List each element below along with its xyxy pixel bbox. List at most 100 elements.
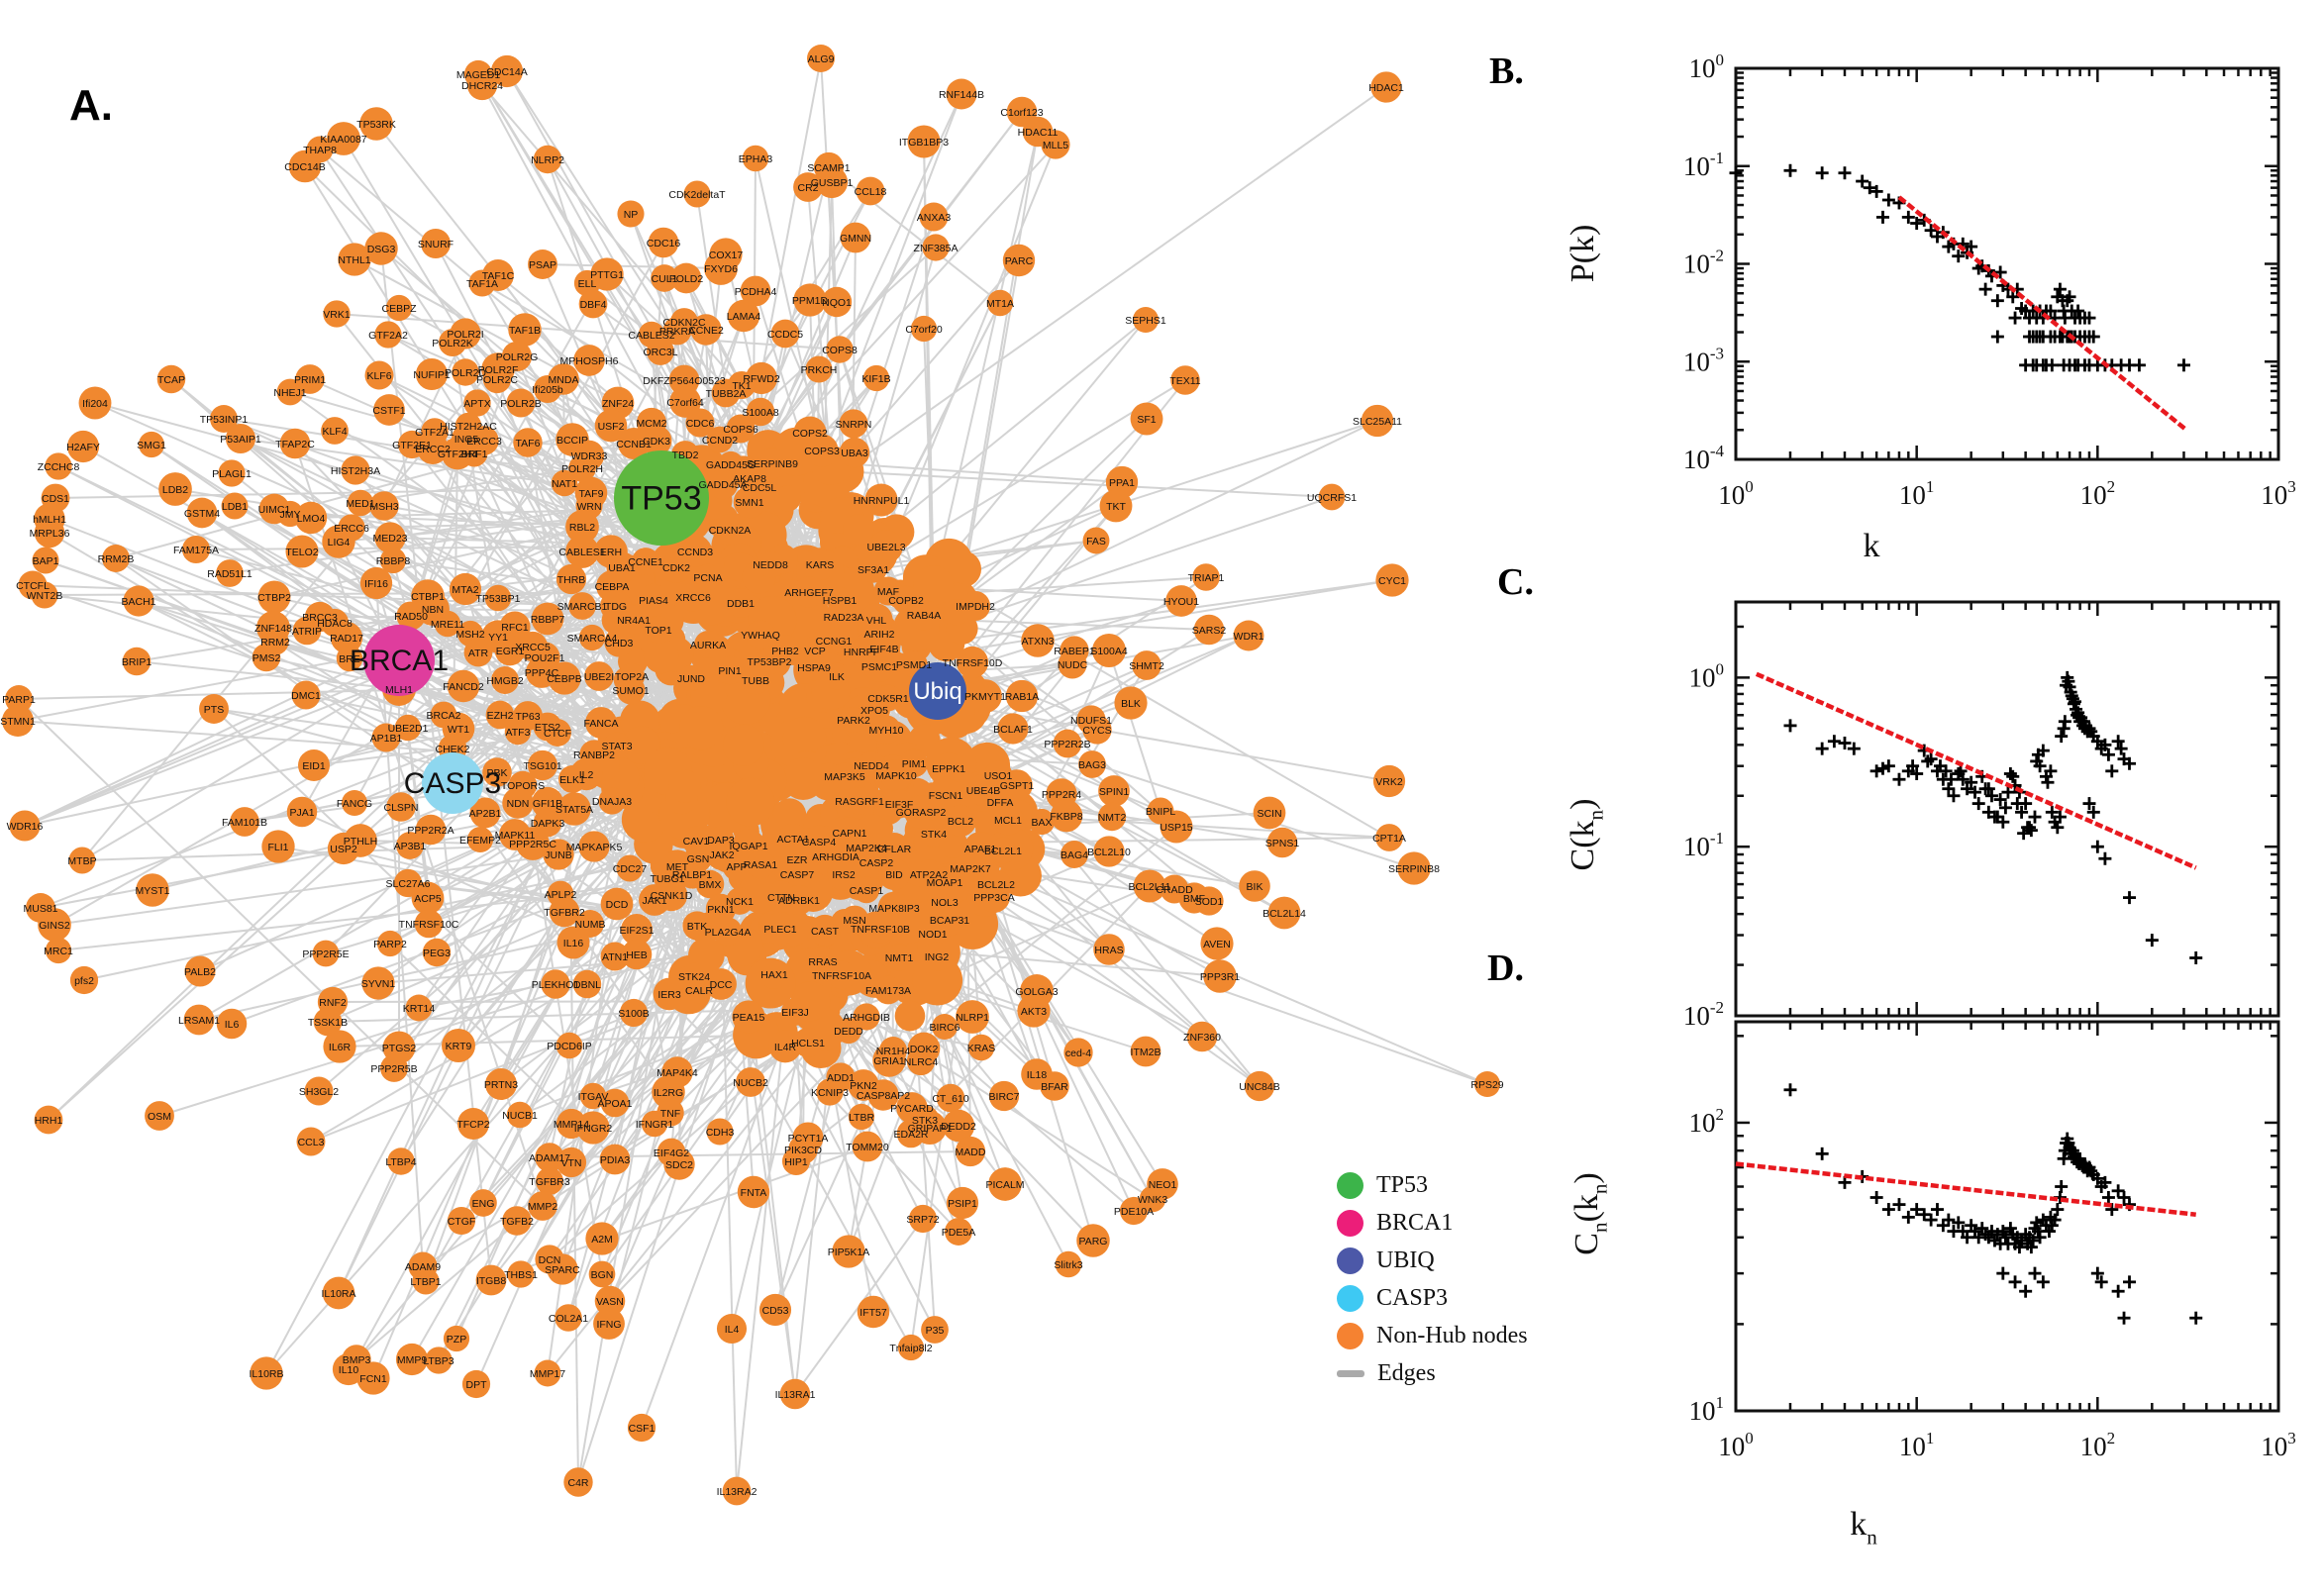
- x-axis-title: k: [1864, 528, 1880, 564]
- svg-text:SLC27A6: SLC27A6: [386, 878, 431, 890]
- svg-text:NHEJ1: NHEJ1: [273, 387, 306, 399]
- legend-item-edges: Edges: [1337, 1354, 1528, 1392]
- svg-text:PKN1: PKN1: [707, 904, 735, 916]
- svg-text:10-1: 10-1: [1683, 829, 1724, 861]
- svg-text:PRIM1: PRIM1: [294, 374, 326, 386]
- svg-text:PIP5K1A: PIP5K1A: [828, 1247, 870, 1258]
- svg-text:CAV1: CAV1: [683, 836, 710, 848]
- svg-text:AURKA: AURKA: [690, 640, 726, 651]
- svg-text:PARP2: PARP2: [373, 939, 407, 950]
- svg-text:TFCP2: TFCP2: [456, 1119, 489, 1131]
- svg-text:BCL2L11: BCL2L11: [1128, 881, 1170, 893]
- svg-text:COX17: COX17: [709, 249, 744, 261]
- svg-text:TOP1: TOP1: [645, 625, 671, 637]
- svg-text:ATR: ATR: [468, 648, 489, 659]
- svg-text:CDH3: CDH3: [706, 1127, 735, 1139]
- svg-text:MPHOSPH6: MPHOSPH6: [560, 355, 619, 367]
- svg-text:FAM173A: FAM173A: [865, 985, 911, 997]
- svg-text:SNURF: SNURF: [418, 239, 454, 250]
- svg-text:PPP3CA: PPP3CA: [973, 892, 1014, 904]
- svg-text:FCN1: FCN1: [359, 1373, 387, 1385]
- fit-line: [1735, 1161, 2196, 1217]
- svg-text:SPARC: SPARC: [545, 1264, 580, 1276]
- svg-text:TP53BP1: TP53BP1: [476, 593, 521, 605]
- svg-text:IL10: IL10: [339, 1364, 359, 1376]
- svg-text:ACP5: ACP5: [414, 893, 442, 905]
- svg-text:SH3GL2: SH3GL2: [299, 1086, 339, 1098]
- svg-text:pfs2: pfs2: [74, 975, 94, 987]
- svg-text:UBA1: UBA1: [608, 562, 636, 574]
- svg-text:THRB: THRB: [557, 574, 586, 586]
- svg-text:VRK2: VRK2: [1375, 776, 1403, 788]
- svg-text:JUND: JUND: [677, 673, 705, 685]
- legend-item-tp53: TP53: [1337, 1166, 1528, 1204]
- svg-text:PPP2R2B: PPP2R2B: [1044, 739, 1090, 750]
- svg-text:PDIA3: PDIA3: [600, 1154, 631, 1166]
- svg-text:ZNF360: ZNF360: [1183, 1032, 1221, 1044]
- svg-text:UNC84B: UNC84B: [1239, 1081, 1279, 1093]
- svg-text:RRAS: RRAS: [808, 956, 837, 968]
- svg-text:CHEK2: CHEK2: [435, 744, 469, 755]
- svg-text:PSMC1: PSMC1: [861, 661, 897, 673]
- svg-text:KRT9: KRT9: [446, 1041, 472, 1052]
- svg-text:WNT2B: WNT2B: [27, 590, 63, 602]
- svg-text:SARS2: SARS2: [1192, 625, 1227, 637]
- svg-text:IER3: IER3: [657, 989, 681, 1001]
- svg-text:CASP4: CASP4: [802, 837, 837, 848]
- svg-text:CASP1: CASP1: [850, 885, 884, 897]
- svg-text:PIM1: PIM1: [902, 758, 927, 770]
- svg-text:NLRC4: NLRC4: [904, 1056, 939, 1068]
- svg-text:PCDHA4: PCDHA4: [735, 286, 777, 298]
- plot-frame: [1734, 66, 2280, 461]
- svg-text:DEDD: DEDD: [834, 1026, 863, 1038]
- svg-text:10-2: 10-2: [1683, 247, 1724, 279]
- svg-text:DAPK3: DAPK3: [531, 818, 565, 830]
- nonhub-swatch-icon: [1337, 1322, 1364, 1349]
- svg-text:PARG: PARG: [1079, 1236, 1108, 1247]
- svg-text:MLL5: MLL5: [1043, 140, 1068, 151]
- svg-text:ARHGDIA: ARHGDIA: [812, 851, 859, 863]
- svg-text:STMN1: STMN1: [0, 716, 36, 728]
- svg-text:SEPHS1: SEPHS1: [1125, 315, 1166, 327]
- svg-text:TAF6: TAF6: [516, 438, 541, 449]
- svg-text:VHL: VHL: [866, 615, 887, 627]
- svg-text:ATXN3: ATXN3: [1021, 636, 1054, 648]
- svg-text:102: 102: [2080, 477, 2116, 510]
- svg-text:RANBP2: RANBP2: [573, 749, 615, 761]
- svg-text:A2M: A2M: [591, 1234, 613, 1246]
- svg-text:SMARCB1: SMARCB1: [557, 601, 608, 613]
- svg-text:101: 101: [1689, 1393, 1725, 1426]
- svg-text:C7orf64: C7orf64: [666, 397, 704, 409]
- svg-text:NOD1: NOD1: [918, 929, 947, 941]
- svg-text:UQCRFS1: UQCRFS1: [1307, 492, 1357, 504]
- svg-text:ZNF385A: ZNF385A: [914, 243, 959, 254]
- hub-brca1-label: BRCA1: [350, 645, 449, 677]
- axis-ticks: [1734, 1022, 2280, 1413]
- svg-text:FSCN1: FSCN1: [929, 790, 963, 802]
- plot-panel-c: 100 10-1 10-2 C(kn): [1565, 600, 2280, 1031]
- svg-text:IRS2: IRS2: [832, 869, 856, 881]
- svg-text:FANCA: FANCA: [583, 718, 618, 730]
- svg-text:KRT14: KRT14: [403, 1003, 436, 1015]
- svg-text:SDC2: SDC2: [665, 1159, 693, 1171]
- y-axis-title: C(kn): [1565, 799, 1608, 871]
- svg-text:VRK1: VRK1: [323, 309, 351, 321]
- svg-text:CCNE2: CCNE2: [688, 325, 724, 337]
- svg-text:HMGB2: HMGB2: [486, 675, 524, 687]
- svg-text:PPP2R4: PPP2R4: [1042, 789, 1081, 801]
- svg-text:RPS29: RPS29: [1470, 1079, 1503, 1091]
- svg-text:CCDC5: CCDC5: [767, 329, 803, 341]
- svg-text:EIF3J: EIF3J: [781, 1007, 808, 1019]
- svg-text:MAP3K5: MAP3K5: [824, 771, 865, 783]
- svg-text:CDS1: CDS1: [42, 493, 69, 505]
- svg-text:BRCA2: BRCA2: [426, 710, 460, 722]
- svg-text:BCL2L14: BCL2L14: [1262, 908, 1306, 920]
- svg-text:C4R: C4R: [567, 1477, 588, 1489]
- svg-text:BNIPL: BNIPL: [1146, 806, 1176, 818]
- svg-text:TAF1A: TAF1A: [466, 278, 498, 290]
- svg-text:CDK2: CDK2: [662, 562, 690, 574]
- svg-text:YWHAQ: YWHAQ: [741, 630, 780, 642]
- svg-text:CTBP2: CTBP2: [257, 592, 291, 604]
